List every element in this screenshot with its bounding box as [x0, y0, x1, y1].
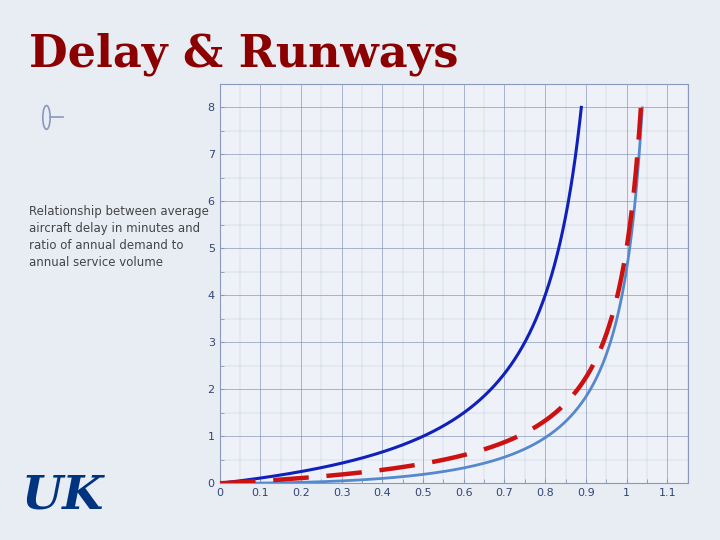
Text: UK: UK	[21, 472, 103, 519]
Text: Relationship between average
aircraft delay in minutes and
ratio of annual deman: Relationship between average aircraft de…	[29, 205, 209, 269]
Text: Delay & Runways: Delay & Runways	[29, 32, 459, 76]
